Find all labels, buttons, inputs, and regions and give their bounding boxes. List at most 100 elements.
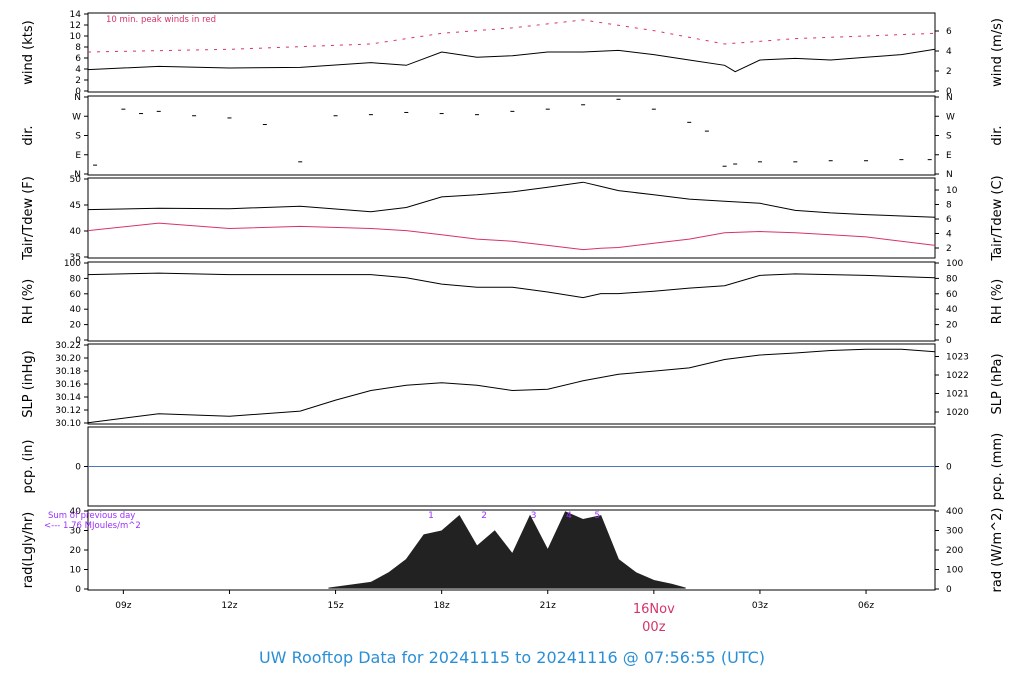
dir-right-tick-label: S [946, 132, 952, 142]
rh-ylabel-left: RH (%) [21, 279, 36, 324]
slp-right-tick-label: 1021 [946, 390, 969, 400]
wind-ylabel-left: wind (kts) [21, 20, 36, 84]
wind-frame [87, 12, 936, 93]
wind-right-tick-label: 0 [946, 87, 952, 97]
slp-left-tick-label: 30.18 [55, 367, 81, 377]
wind-annotation: 10 min. peak winds in red [106, 15, 216, 25]
dir-left-tick-label: S [75, 132, 81, 142]
x-tick-label: 12z [221, 601, 237, 611]
wind-left-tick-label: 12 [70, 21, 81, 31]
dir-left-tick-label: N [74, 170, 81, 180]
rad-annotation: <--- 1.76 MJoules/m^2 [44, 521, 141, 531]
slp-left-tick-label: 30.12 [55, 406, 81, 416]
rh-left-tick-label: 60 [70, 290, 82, 300]
x-tick-label: 06z [858, 601, 874, 611]
slp-frame [87, 343, 936, 425]
wind-right-tick-label: 2 [946, 67, 952, 77]
wind-right-tick-label: 6 [946, 27, 952, 37]
x-tick-label: 03z [752, 601, 768, 611]
rad-left-tick-label: 40 [70, 507, 82, 517]
rad-peak-mark: 1 [428, 511, 434, 521]
rh-left-tick-label: 20 [70, 321, 82, 331]
pcp-ylabel-right: pcp. (mm) [990, 433, 1005, 500]
rad-annotation: Sum of previous day [48, 511, 135, 521]
slp-left-tick-label: 30.16 [55, 380, 81, 390]
temp-frame [87, 177, 936, 259]
date-marker-day: 16Nov [633, 602, 675, 617]
wind-left-tick-label: 8 [75, 43, 81, 53]
rh-right-tick-label: 40 [946, 305, 958, 315]
chart-title: UW Rooftop Data for 20241115 to 20241116… [258, 648, 766, 667]
x-tick-label: 18z [434, 601, 450, 611]
dir-frame [87, 95, 936, 176]
dir-left-tick-label: N [74, 93, 81, 103]
slp-left-tick-label: 30.10 [55, 419, 81, 429]
temp-series-line [87, 181, 936, 218]
temp-right-tick-label: 6 [946, 215, 952, 225]
rh-frame [87, 261, 936, 342]
rad-left-tick-label: 10 [70, 566, 82, 576]
slp-ylabel-left: SLP (inHg) [21, 350, 36, 418]
slp-left-tick-label: 30.20 [55, 354, 81, 364]
rh-series-line [87, 272, 936, 299]
slp-ylabel-right: SLP (hPa) [990, 353, 1005, 414]
pcp-left-tick-label: 0 [75, 463, 81, 473]
rh-right-tick-label: 20 [946, 321, 958, 331]
x-tick-label: 15z [327, 601, 343, 611]
rad-right-tick-label: 300 [946, 527, 963, 537]
panel-rh: 0 20 40 60 80 100 0 20 40 60 80 100 RH (%) RH (%) [21, 259, 1005, 346]
wind-right-tick-label: 4 [946, 47, 952, 57]
rh-left-tick-label: 80 [70, 274, 82, 284]
date-marker-hour: 00z [642, 620, 666, 635]
panel-temp: 35 40 45 50 2 4 6 8 10 Tair/Tdew (F) Tair/Tdew (C) [21, 175, 1005, 263]
rad-right-tick-label: 200 [946, 546, 963, 556]
dir-right-tick-label: E [946, 151, 952, 161]
rh-right-tick-label: 60 [946, 290, 958, 300]
wind-left-tick-label: 4 [75, 65, 81, 75]
wind-ylabel-right: wind (m/s) [990, 18, 1005, 87]
dir-ylabel-left: dir. [21, 125, 36, 145]
rad-right-tick-label: 0 [946, 585, 952, 595]
wind-left-tick-label: 0 [75, 87, 81, 97]
temp-ylabel-right: Tair/Tdew (C) [990, 175, 1005, 261]
pcp-ylabel-left: pcp. (in) [21, 440, 36, 494]
slp-left-tick-label: 30.22 [55, 341, 81, 351]
rad-right-tick-label: 400 [946, 507, 963, 517]
temp-ylabel-left: Tair/Tdew (F) [21, 176, 36, 261]
rad-left-tick-label: 30 [70, 527, 82, 537]
temp-right-tick-label: 10 [946, 186, 958, 196]
rh-left-tick-label: 100 [64, 259, 81, 269]
rad-peak-mark: 4 [566, 511, 572, 521]
dir-ylabel-right: dir. [990, 125, 1005, 145]
temp-left-tick-label: 50 [70, 175, 82, 185]
slp-series-line [87, 348, 936, 424]
rad-left-tick-label: 0 [75, 585, 81, 595]
temp-series-line [87, 222, 936, 251]
rad-peak-mark: 5 [594, 511, 600, 521]
rh-right-tick-label: 80 [946, 274, 958, 284]
rad-left-tick-label: 20 [70, 546, 82, 556]
temp-left-tick-label: 45 [70, 201, 81, 211]
x-tick-label: 09z [115, 601, 131, 611]
rh-left-tick-label: 40 [70, 305, 82, 315]
wind-left-tick-label: 2 [75, 76, 81, 86]
rh-left-tick-label: 0 [75, 336, 81, 346]
rh-right-tick-label: 0 [946, 336, 952, 346]
temp-right-tick-label: 4 [946, 230, 952, 240]
dir-left-tick-label: W [72, 112, 81, 122]
temp-right-tick-label: 2 [946, 244, 952, 254]
temp-left-tick-label: 40 [70, 227, 82, 237]
slp-left-tick-label: 30.14 [55, 393, 81, 403]
dir-right-tick-label: N [946, 170, 953, 180]
temp-left-tick-label: 35 [70, 253, 81, 263]
panel-slp: 30.10 30.12 30.14 30.16 30.18 30.20 30.22 1020 1… [21, 341, 1005, 429]
dir-right-tick-label: W [946, 112, 955, 122]
rh-ylabel-right: RH (%) [990, 279, 1005, 324]
dir-right-tick-label: N [946, 93, 953, 103]
rh-right-tick-label: 100 [946, 259, 963, 269]
rad-peak-mark: 2 [481, 511, 487, 521]
